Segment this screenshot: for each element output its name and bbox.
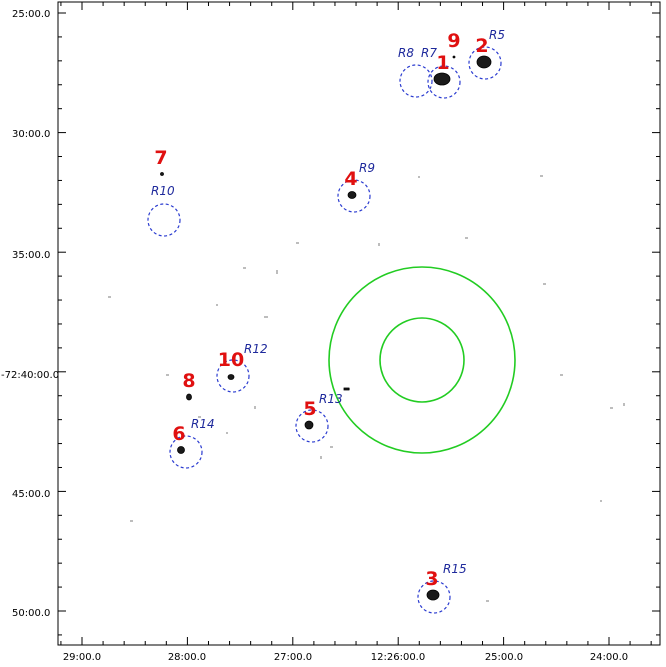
- region-label-R8: R8: [398, 46, 414, 60]
- source-blob-4[interactable]: [347, 191, 357, 199]
- source-label-4: 4: [344, 168, 357, 190]
- region-circle-R12[interactable]: [216, 359, 250, 393]
- ra-tick-label: 24:00.0: [590, 652, 628, 663]
- source-label-5: 5: [303, 398, 316, 420]
- source-label-9: 9: [447, 30, 460, 52]
- source-blob-8[interactable]: [186, 393, 192, 401]
- region-label-R7: R7: [421, 46, 437, 60]
- ra-tick-label: 27:00.0: [274, 652, 312, 663]
- region-circle-R9[interactable]: [337, 179, 371, 213]
- source-label-3: 3: [425, 568, 438, 590]
- dec-tick-label: 45:00.0: [12, 489, 50, 500]
- region-circle-R14[interactable]: [169, 435, 203, 469]
- region-circle-R8[interactable]: [399, 64, 433, 98]
- annulus-outer-ring[interactable]: [328, 266, 516, 454]
- source-label-8: 8: [182, 370, 195, 392]
- region-circle-R15[interactable]: [417, 580, 451, 614]
- region-circle-R13[interactable]: [295, 409, 329, 443]
- ra-tick-label: 12:26:00.0: [371, 652, 425, 663]
- plot-frame: [57, 1, 661, 646]
- source-label-2: 2: [475, 35, 488, 57]
- ra-tick-label: 28:00.0: [168, 652, 206, 663]
- ra-tick-label: 29:00.0: [63, 652, 101, 663]
- source-label-10: 10: [218, 349, 244, 371]
- source-blob-7[interactable]: [160, 172, 164, 176]
- source-blob-5[interactable]: [304, 420, 314, 430]
- region-label-R14: R14: [191, 417, 215, 431]
- dec-tick-label: 30:00.0: [12, 129, 50, 140]
- region-label-R15: R15: [443, 562, 467, 576]
- dec-tick-label: 50:00.0: [12, 608, 50, 619]
- source-blob-1[interactable]: [433, 72, 451, 86]
- region-label-R5: R5: [489, 28, 505, 42]
- background-annulus[interactable]: [328, 266, 516, 454]
- axis-ticks: [58, 2, 660, 645]
- region-label-R12: R12: [244, 342, 268, 356]
- source-blob-10[interactable]: [227, 374, 235, 380]
- source-label-6: 6: [172, 423, 185, 445]
- source-blob-3[interactable]: [426, 589, 440, 601]
- annulus-inner-ring[interactable]: [379, 317, 465, 403]
- source-blob-2[interactable]: [476, 55, 492, 69]
- region-circle-R5[interactable]: [468, 46, 502, 80]
- region-label-R10: R10: [151, 184, 175, 198]
- source-blob-9[interactable]: [452, 55, 456, 59]
- dec-tick-label: 25:00.0: [12, 9, 50, 20]
- ra-tick-label: 25:00.0: [485, 652, 523, 663]
- dec-tick-label: 35:00.0: [12, 250, 50, 261]
- source-blob-6[interactable]: [177, 446, 185, 454]
- source-label-1: 1: [436, 52, 449, 74]
- region-circle-R10[interactable]: [147, 203, 181, 237]
- region-label-R13: R13: [319, 392, 343, 406]
- region-circle-R7[interactable]: [427, 65, 461, 99]
- stray-mark: [343, 387, 350, 391]
- source-blobs: [160, 55, 492, 601]
- region-label-R9: R9: [359, 161, 375, 175]
- dec-tick-label: -72:40:00.0: [1, 370, 59, 381]
- source-label-7: 7: [154, 147, 167, 169]
